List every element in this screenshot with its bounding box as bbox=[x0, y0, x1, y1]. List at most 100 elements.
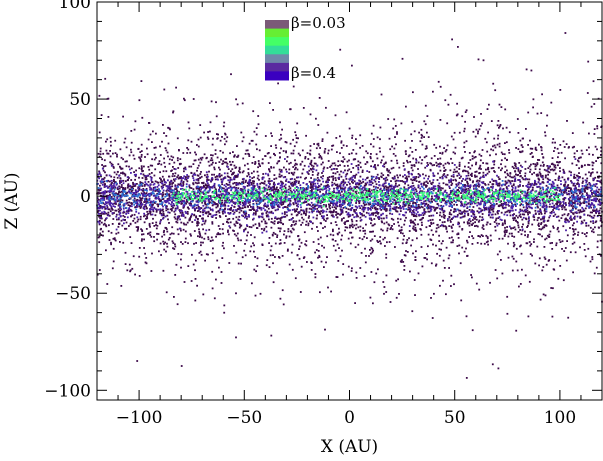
data-point bbox=[102, 234, 104, 237]
data-point bbox=[162, 124, 164, 126]
data-point bbox=[347, 203, 349, 206]
data-point bbox=[344, 221, 347, 223]
data-point bbox=[343, 201, 346, 204]
data-point bbox=[475, 170, 478, 173]
data-point bbox=[372, 224, 375, 227]
data-point bbox=[302, 168, 305, 171]
data-point bbox=[463, 221, 465, 224]
data-point bbox=[465, 377, 468, 379]
data-point bbox=[309, 186, 312, 188]
data-point bbox=[295, 134, 297, 137]
data-point bbox=[546, 177, 549, 180]
data-point bbox=[331, 145, 333, 147]
data-point bbox=[137, 186, 140, 189]
data-point bbox=[342, 217, 345, 219]
data-point bbox=[552, 225, 554, 228]
data-point bbox=[299, 176, 302, 179]
data-point bbox=[322, 175, 324, 177]
data-point bbox=[214, 149, 217, 152]
data-point bbox=[290, 182, 292, 185]
data-point bbox=[181, 243, 184, 245]
data-point bbox=[180, 214, 183, 217]
data-point bbox=[408, 237, 410, 240]
data-point bbox=[109, 194, 111, 196]
data-point bbox=[556, 202, 558, 204]
data-point bbox=[326, 176, 329, 179]
data-point bbox=[504, 157, 506, 160]
data-point bbox=[340, 140, 343, 143]
data-point bbox=[521, 150, 524, 153]
data-point bbox=[423, 212, 426, 215]
data-point bbox=[381, 189, 383, 192]
data-point bbox=[518, 162, 521, 164]
data-point bbox=[224, 132, 226, 135]
data-point bbox=[442, 211, 445, 214]
data-point bbox=[98, 235, 101, 238]
data-point bbox=[594, 176, 597, 179]
data-point bbox=[292, 203, 295, 206]
data-point bbox=[377, 164, 379, 167]
data-point bbox=[328, 176, 331, 178]
data-point bbox=[570, 180, 572, 182]
data-point bbox=[563, 250, 566, 252]
data-point bbox=[443, 166, 446, 169]
data-point bbox=[227, 233, 230, 236]
data-point bbox=[355, 220, 358, 222]
data-point bbox=[129, 236, 132, 238]
data-point bbox=[460, 213, 462, 215]
data-point bbox=[474, 176, 477, 178]
data-point bbox=[332, 244, 335, 247]
data-point bbox=[503, 230, 506, 233]
data-point bbox=[173, 204, 176, 207]
data-point bbox=[415, 215, 418, 218]
data-point bbox=[241, 171, 244, 174]
data-point bbox=[585, 185, 588, 188]
data-point bbox=[169, 128, 171, 131]
data-point bbox=[259, 165, 261, 167]
data-point bbox=[425, 184, 427, 187]
data-point bbox=[329, 197, 332, 199]
data-point bbox=[411, 120, 414, 123]
data-point bbox=[197, 235, 199, 238]
data-point bbox=[362, 202, 365, 204]
data-point bbox=[500, 169, 502, 172]
data-point bbox=[363, 184, 366, 187]
data-point bbox=[124, 173, 127, 176]
data-point bbox=[446, 144, 449, 147]
data-point bbox=[288, 263, 291, 266]
data-point bbox=[197, 206, 200, 208]
data-point bbox=[358, 201, 361, 204]
data-point bbox=[104, 165, 107, 167]
data-point bbox=[316, 174, 319, 176]
data-point bbox=[406, 177, 408, 180]
data-point bbox=[97, 191, 100, 194]
data-point bbox=[268, 193, 270, 196]
data-point bbox=[468, 152, 471, 154]
data-point bbox=[113, 176, 116, 179]
data-point bbox=[209, 159, 212, 162]
data-point bbox=[326, 208, 329, 210]
data-point bbox=[342, 207, 345, 209]
data-point bbox=[109, 155, 112, 158]
data-point bbox=[128, 201, 131, 204]
data-point bbox=[446, 230, 448, 233]
data-point bbox=[597, 176, 600, 179]
data-point bbox=[342, 273, 344, 276]
data-point bbox=[444, 150, 447, 153]
data-point bbox=[337, 160, 340, 163]
data-point bbox=[282, 203, 285, 205]
data-point bbox=[561, 248, 563, 250]
data-point bbox=[287, 248, 289, 251]
data-point bbox=[489, 181, 492, 183]
data-point bbox=[148, 122, 150, 124]
data-point bbox=[406, 161, 409, 164]
data-point bbox=[506, 226, 508, 228]
data-point bbox=[472, 237, 475, 240]
data-point bbox=[451, 201, 453, 204]
data-point bbox=[511, 192, 514, 194]
data-point bbox=[311, 222, 314, 225]
data-point bbox=[336, 243, 339, 246]
data-point bbox=[452, 171, 455, 174]
data-point bbox=[194, 269, 196, 272]
data-point bbox=[244, 227, 247, 230]
